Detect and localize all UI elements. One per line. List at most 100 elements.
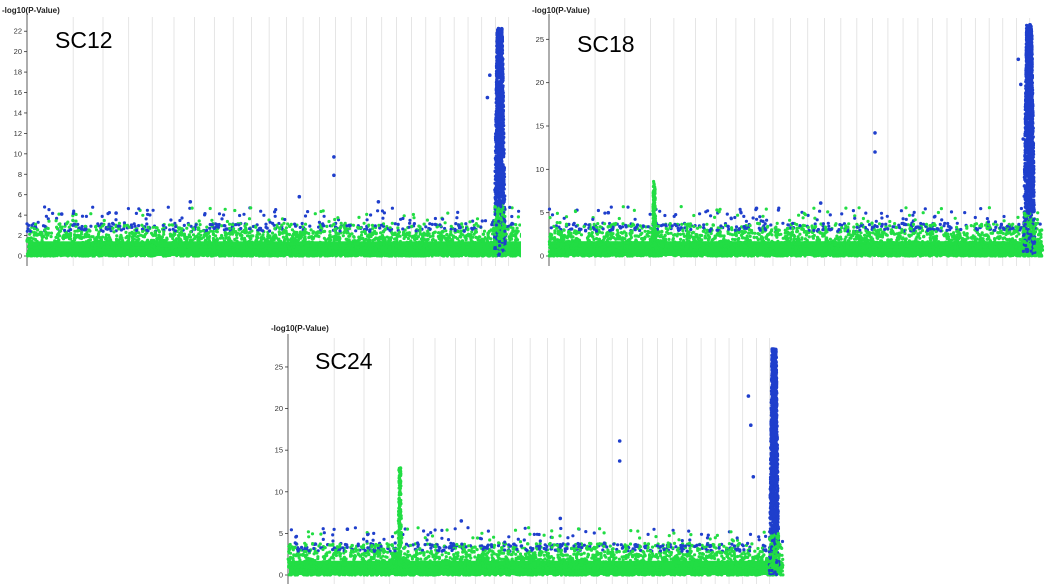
data-point <box>41 224 46 228</box>
data-point <box>160 244 164 248</box>
data-point <box>460 254 464 258</box>
data-point <box>80 214 85 218</box>
data-point <box>94 224 98 228</box>
data-point <box>366 254 370 258</box>
data-point <box>131 246 135 250</box>
data-point <box>408 254 412 258</box>
data-point <box>185 226 189 230</box>
data-point <box>357 235 361 239</box>
data-point <box>467 242 471 246</box>
data-point <box>283 243 287 247</box>
data-point <box>406 236 410 241</box>
data-point <box>244 254 248 258</box>
data-point <box>117 250 121 254</box>
data-point <box>349 241 353 245</box>
data-point <box>441 217 445 221</box>
data-point <box>510 214 514 219</box>
data-point <box>227 236 231 240</box>
data-point <box>500 253 504 257</box>
data-point <box>429 249 433 253</box>
data-point <box>499 38 503 42</box>
data-point <box>379 242 383 246</box>
data-point <box>208 206 212 211</box>
data-point <box>405 233 409 237</box>
y-tick-label: 2 <box>18 231 22 240</box>
data-point <box>284 247 288 251</box>
data-point <box>412 237 417 241</box>
data-point <box>56 250 60 254</box>
data-point <box>171 246 175 250</box>
data-point <box>267 244 271 248</box>
data-point <box>259 236 263 240</box>
data-point <box>376 209 380 213</box>
data-point <box>463 249 467 254</box>
data-point <box>55 242 60 247</box>
data-point <box>36 228 40 232</box>
data-point <box>107 245 111 249</box>
data-point <box>66 252 70 256</box>
data-point <box>299 243 304 247</box>
data-point <box>83 251 87 255</box>
data-point <box>63 228 67 232</box>
data-point <box>515 226 519 230</box>
data-point <box>420 249 424 253</box>
data-point <box>496 160 500 164</box>
data-point <box>336 253 340 257</box>
data-point <box>112 230 116 234</box>
data-point <box>495 104 499 108</box>
data-point <box>496 26 500 30</box>
data-point <box>274 234 278 238</box>
y-tick-label: 15 <box>536 122 544 131</box>
data-point <box>190 246 194 250</box>
data-point <box>353 239 357 243</box>
data-point <box>79 244 83 248</box>
data-point <box>93 252 97 256</box>
data-point <box>235 245 240 249</box>
data-point <box>61 248 65 252</box>
data-point <box>233 237 237 242</box>
data-point <box>127 225 131 229</box>
data-point <box>239 246 243 251</box>
data-point <box>501 78 505 82</box>
data-point <box>81 240 85 245</box>
data-point <box>217 222 221 227</box>
data-point <box>516 247 520 251</box>
data-point <box>115 246 119 250</box>
data-point <box>169 234 173 238</box>
data-point <box>404 242 408 246</box>
data-point <box>449 251 453 255</box>
data-point <box>28 232 32 236</box>
data-point <box>396 226 400 230</box>
data-point <box>434 223 438 227</box>
data-point <box>221 242 225 247</box>
data-point <box>439 231 443 235</box>
data-point <box>281 235 285 239</box>
data-point <box>382 243 386 247</box>
data-point <box>418 225 422 229</box>
data-point <box>379 237 383 241</box>
data-point <box>92 249 96 253</box>
data-point <box>63 241 67 245</box>
data-point <box>439 245 444 249</box>
data-point <box>494 87 498 91</box>
data-point <box>513 253 517 258</box>
data-point <box>221 236 225 240</box>
data-point <box>383 238 387 242</box>
data-point <box>171 240 175 244</box>
data-point <box>414 229 418 233</box>
data-point <box>374 252 378 256</box>
data-point <box>209 229 213 233</box>
data-point <box>353 242 357 246</box>
data-point <box>400 245 404 250</box>
data-point <box>493 218 497 222</box>
data-point <box>222 224 226 228</box>
data-point <box>36 233 40 237</box>
data-point <box>240 230 244 234</box>
data-point <box>456 242 461 246</box>
data-point <box>73 222 77 226</box>
data-point <box>503 224 507 228</box>
data-point <box>247 253 251 257</box>
data-point <box>273 254 277 258</box>
data-point <box>437 241 441 245</box>
data-point <box>181 250 185 254</box>
